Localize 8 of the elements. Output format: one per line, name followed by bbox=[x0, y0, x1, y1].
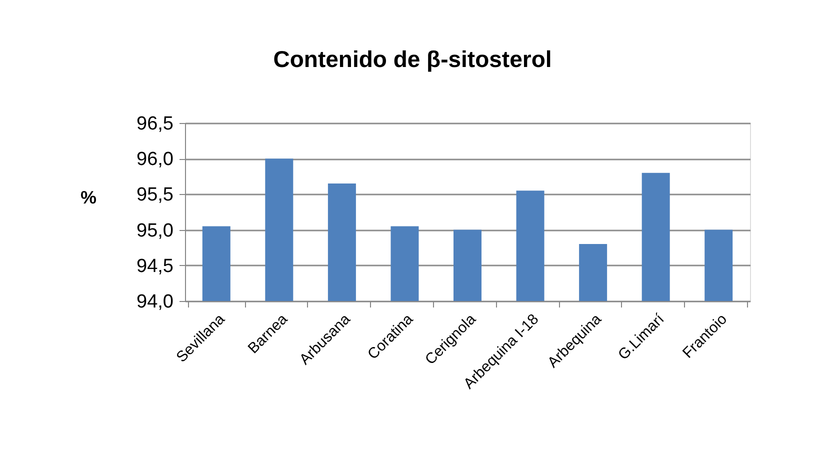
chart-title: Contenido de β-sitosterol bbox=[273, 46, 552, 72]
y-axis-title: % bbox=[80, 188, 97, 208]
y-tick-label: 96,5 bbox=[136, 114, 174, 134]
y-tick-label: 95,5 bbox=[136, 184, 174, 206]
y-tick-label: 96,0 bbox=[136, 149, 174, 170]
y-tick-label: 94,0 bbox=[136, 292, 174, 312]
y-tick-label: 95,0 bbox=[136, 220, 174, 242]
y-tick-label: 94,5 bbox=[136, 256, 174, 277]
